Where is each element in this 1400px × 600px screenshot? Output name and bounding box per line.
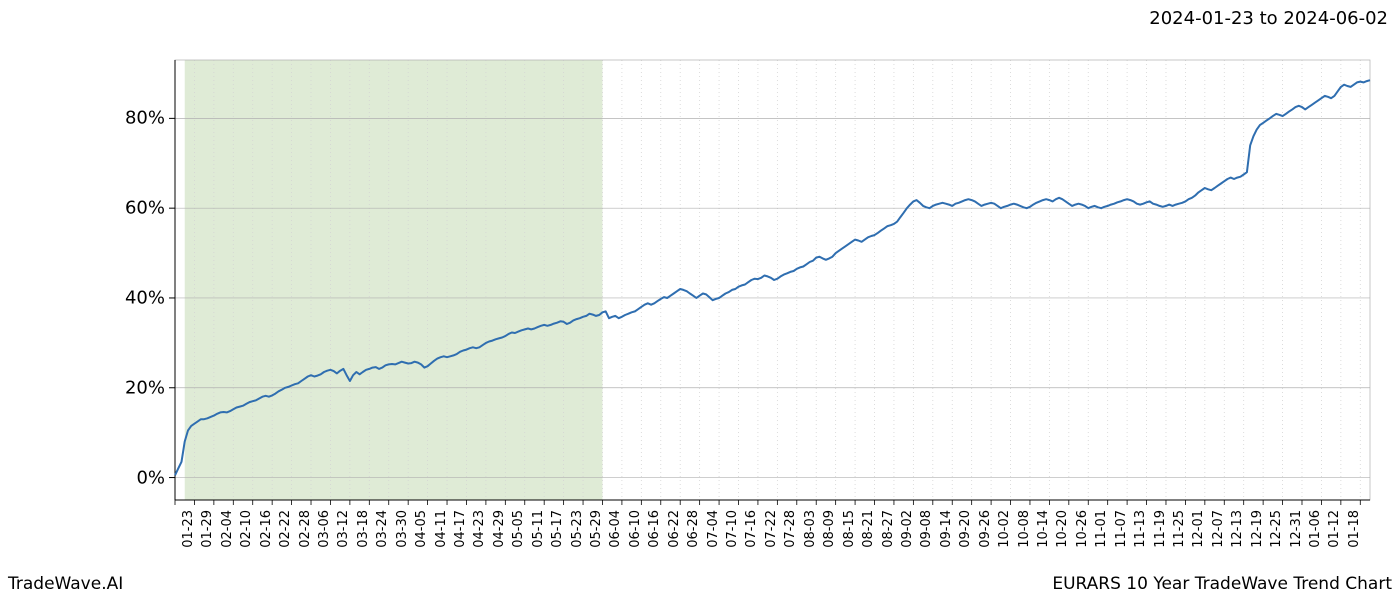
x-tick-label: 08-09 [822, 510, 837, 558]
x-tick-label: 08-27 [881, 510, 896, 558]
x-tick-label: 05-17 [550, 510, 565, 558]
x-tick-label: 10-26 [1075, 510, 1090, 558]
x-tick-label: 11-19 [1153, 510, 1168, 558]
y-tick-label: 60% [117, 198, 165, 219]
x-tick-label: 01-06 [1308, 510, 1323, 558]
x-tick-label: 12-01 [1191, 510, 1206, 558]
x-tick-label: 07-28 [783, 510, 798, 558]
x-tick-label: 06-10 [628, 510, 643, 558]
x-tick-label: 03-18 [356, 510, 371, 558]
x-tick-label: 01-23 [181, 510, 196, 558]
x-tick-label: 04-05 [414, 510, 429, 558]
y-tick-label: 40% [117, 287, 165, 308]
x-tick-label: 10-14 [1036, 510, 1051, 558]
x-tick-label: 12-07 [1211, 510, 1226, 558]
x-tick-label: 02-28 [298, 510, 313, 558]
x-tick-label: 02-10 [239, 510, 254, 558]
x-tick-label: 03-06 [317, 510, 332, 558]
x-tick-label: 07-22 [764, 510, 779, 558]
x-tick-label: 06-22 [667, 510, 682, 558]
y-tick-label: 20% [117, 377, 165, 398]
x-tick-label: 07-10 [725, 510, 740, 558]
x-tick-label: 01-29 [200, 510, 215, 558]
x-tick-label: 08-21 [861, 510, 876, 558]
x-tick-label: 12-31 [1289, 510, 1304, 558]
x-tick-label: 10-08 [1017, 510, 1032, 558]
x-tick-label: 03-12 [336, 510, 351, 558]
x-tick-label: 04-29 [492, 510, 507, 558]
x-tick-label: 02-22 [278, 510, 293, 558]
y-tick-label: 80% [117, 108, 165, 129]
x-tick-label: 11-07 [1114, 510, 1129, 558]
x-tick-label: 09-02 [900, 510, 915, 558]
x-tick-label: 07-16 [744, 510, 759, 558]
x-tick-label: 01-18 [1347, 510, 1362, 558]
x-tick-label: 11-25 [1172, 510, 1187, 558]
x-tick-label: 04-23 [472, 510, 487, 558]
y-tick-label: 0% [117, 467, 165, 488]
x-tick-label: 09-14 [939, 510, 954, 558]
x-tick-label: 10-20 [1055, 510, 1070, 558]
x-tick-label: 08-15 [842, 510, 857, 558]
x-tick-label: 02-16 [259, 510, 274, 558]
x-tick-label: 05-11 [531, 510, 546, 558]
x-tick-label: 03-30 [395, 510, 410, 558]
x-tick-label: 06-16 [647, 510, 662, 558]
x-tick-label: 05-23 [570, 510, 585, 558]
x-tick-label: 12-25 [1269, 510, 1284, 558]
x-tick-label: 04-11 [434, 510, 449, 558]
x-tick-label: 11-13 [1133, 510, 1148, 558]
x-tick-label: 09-08 [919, 510, 934, 558]
x-tick-label: 03-24 [375, 510, 390, 558]
x-tick-label: 07-04 [706, 510, 721, 558]
x-tick-label: 12-19 [1250, 510, 1265, 558]
x-tick-label: 09-26 [978, 510, 993, 558]
x-tick-label: 01-12 [1327, 510, 1342, 558]
x-tick-label: 06-28 [686, 510, 701, 558]
x-tick-label: 09-20 [958, 510, 973, 558]
x-tick-label: 12-13 [1230, 510, 1245, 558]
x-tick-label: 05-29 [589, 510, 604, 558]
x-tick-label: 05-05 [511, 510, 526, 558]
x-tick-label: 10-02 [997, 510, 1012, 558]
x-tick-label: 04-17 [453, 510, 468, 558]
x-tick-label: 11-01 [1094, 510, 1109, 558]
x-tick-label: 08-03 [803, 510, 818, 558]
x-tick-label: 06-04 [608, 510, 623, 558]
x-tick-label: 02-04 [220, 510, 235, 558]
